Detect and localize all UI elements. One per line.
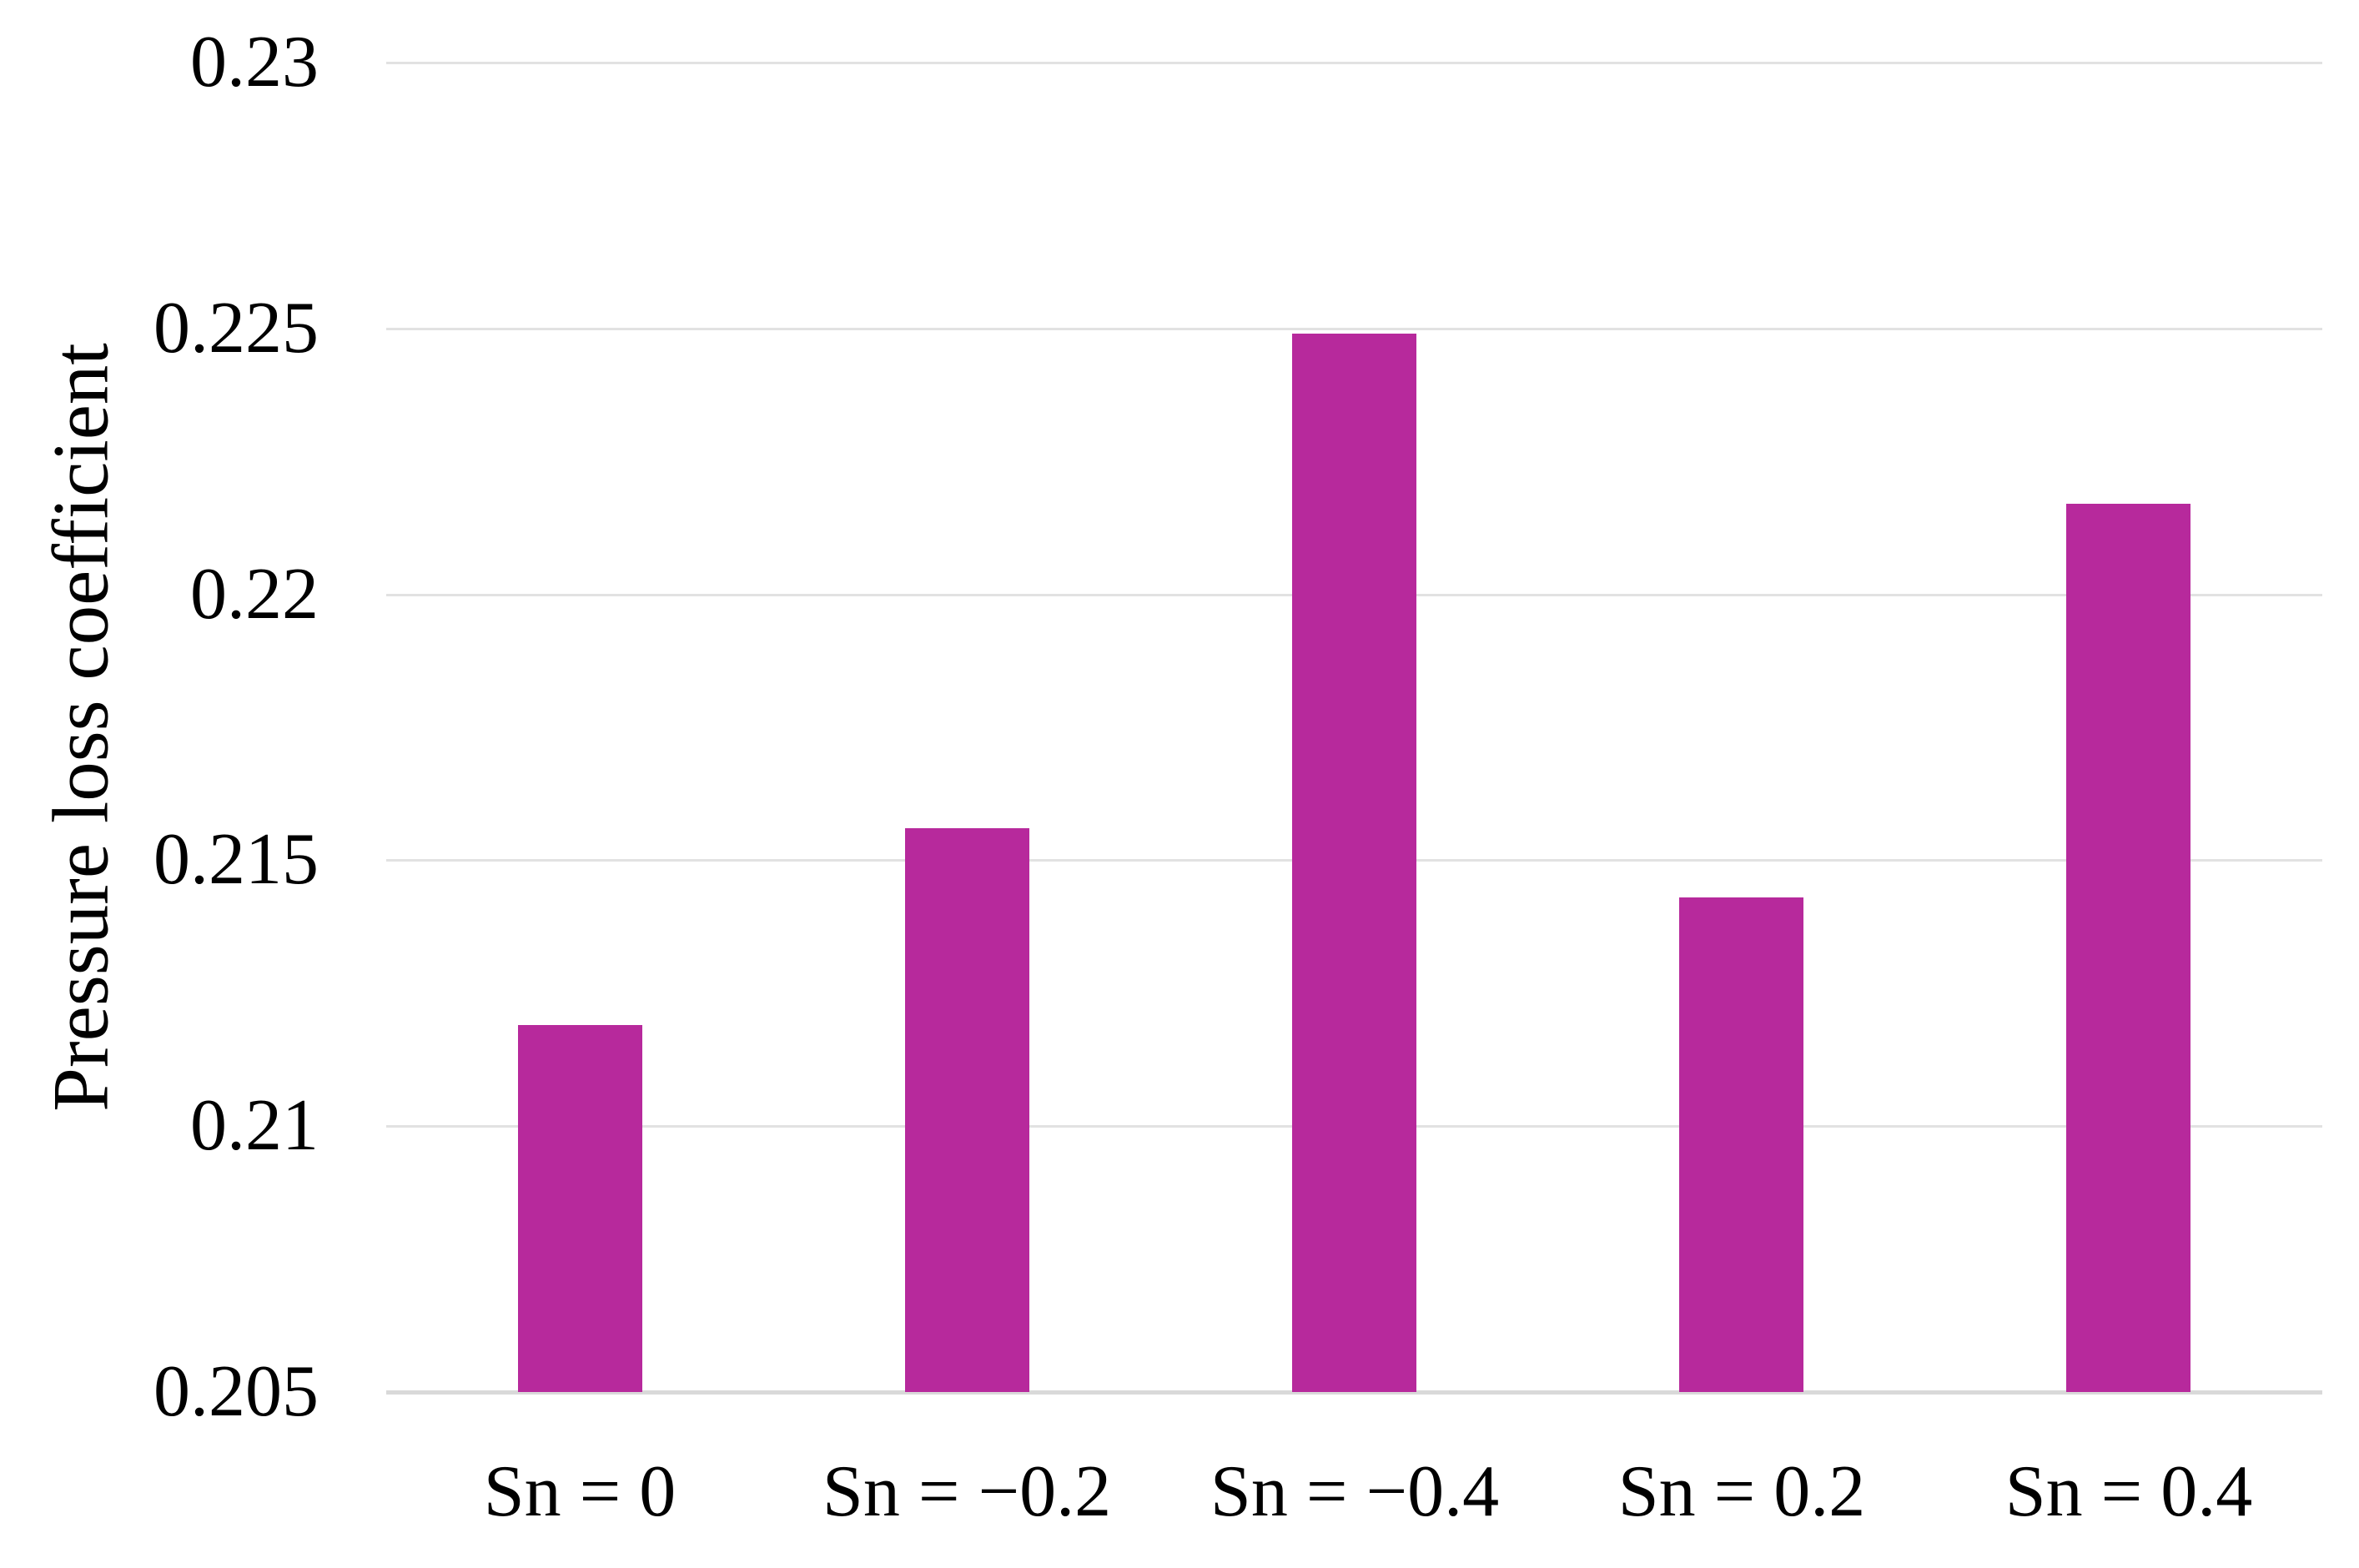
y-tick-label: 0.23 bbox=[190, 22, 319, 103]
y-tick-label: 0.225 bbox=[153, 287, 319, 369]
y-axis-title: Pressure loss coefficient bbox=[36, 343, 125, 1112]
y-gridline bbox=[386, 327, 2322, 330]
x-tick-label: Sn = 0.4 bbox=[2004, 1451, 2253, 1532]
y-tick-label: 0.205 bbox=[153, 1351, 319, 1432]
bar bbox=[905, 828, 1029, 1392]
x-axis-line bbox=[386, 1390, 2322, 1395]
bar bbox=[1679, 897, 1803, 1392]
y-tick-label: 0.22 bbox=[190, 553, 319, 635]
bar bbox=[2066, 504, 2190, 1392]
y-tick-label: 0.21 bbox=[190, 1085, 319, 1167]
y-tick-label: 0.215 bbox=[153, 819, 319, 901]
x-tick-label: Sn = −0.4 bbox=[1210, 1451, 1500, 1532]
bar bbox=[518, 1025, 642, 1392]
bar bbox=[1292, 334, 1416, 1392]
y-gridline bbox=[386, 62, 2322, 64]
x-tick-label: Sn = −0.2 bbox=[822, 1451, 1112, 1532]
x-tick-label: Sn = 0 bbox=[483, 1451, 677, 1532]
x-tick-label: Sn = 0.2 bbox=[1617, 1451, 1866, 1532]
